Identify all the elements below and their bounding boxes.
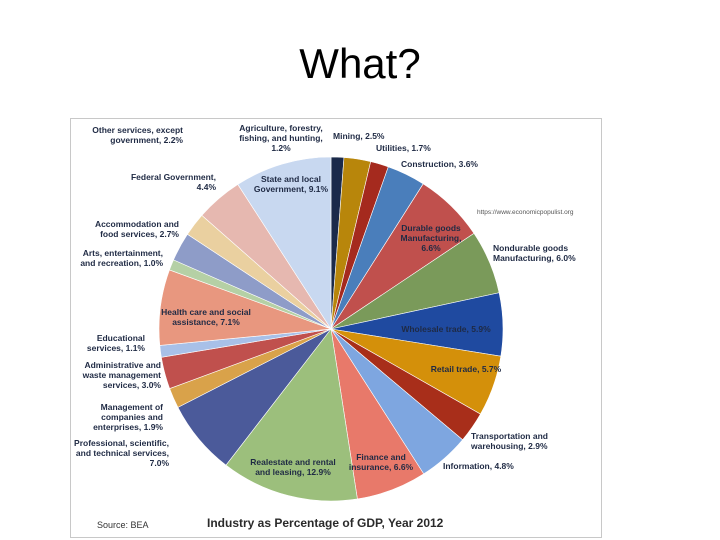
- pie-slice-12: [225, 328, 358, 502]
- pie-chart-figure: Agriculture, forestry, fishing, and hunti…: [70, 118, 602, 538]
- slice-label-6: Nondurable goods Manufacturing, 6.0%: [493, 243, 576, 263]
- slice-label-3: Utilities, 1.7%: [376, 143, 431, 153]
- slice-label-21: Federal Government, 4.4%: [131, 172, 216, 192]
- slice-label-9: Transportation and warehousing, 2.9%: [470, 431, 548, 451]
- slice-label-4: Construction, 3.6%: [401, 159, 478, 169]
- slice-label-16: Educational services, 1.1%: [87, 333, 146, 353]
- slice-label-5: Durable goods Manufacturing, 6.6%: [401, 223, 462, 253]
- slice-label-19: Accommodation and food services, 2.7%: [95, 219, 179, 239]
- slice-label-12: Realestate and rental and leasing, 12.9%: [250, 457, 336, 477]
- slice-label-11: Finance and insurance, 6.6%: [349, 452, 414, 472]
- slide-title: What?: [299, 40, 421, 87]
- slice-label-10: Information, 4.8%: [443, 461, 514, 471]
- slice-label-8: Retail trade, 5.7%: [431, 364, 502, 374]
- chart-title: Industry as Percentage of GDP, Year 2012: [207, 516, 444, 530]
- slice-label-18: Arts, entertainment, and recreation, 1.0%: [80, 248, 163, 268]
- url-text: https://www.economicpopulist.org: [477, 209, 574, 216]
- slice-label-20: Other services, except government, 2.2%: [92, 125, 183, 145]
- slice-label-15: Administrative and waste management servic…: [82, 360, 162, 390]
- slice-label-1: Agriculture, forestry, fishing, and hunti…: [239, 123, 323, 153]
- slice-label-22: State and local Government, 9.1%: [254, 174, 329, 194]
- pie-slice-22: [237, 156, 332, 331]
- source-text: Source: BEA: [97, 520, 149, 530]
- slice-label-14: Management of companies and enterprises, 1…: [93, 402, 163, 432]
- pie-chart: Agriculture, forestry, fishing, and hunti…: [74, 123, 576, 502]
- slice-label-2: Mining, 2.5%: [333, 131, 385, 141]
- slice-label-17: Health care and social assistance, 7.1%: [161, 307, 251, 327]
- slice-label-13: Professional, scientific, and technical s…: [74, 438, 169, 468]
- slice-label-7: Wholesale trade, 5.9%: [401, 324, 491, 334]
